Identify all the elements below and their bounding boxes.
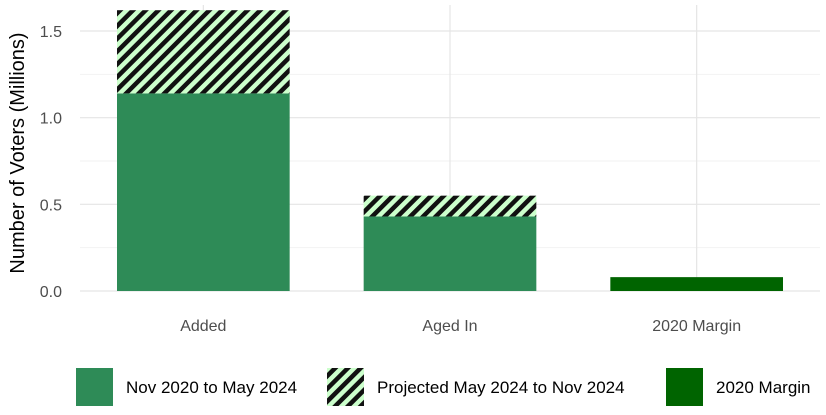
legend-key	[76, 368, 113, 406]
x-tick-label: Added	[180, 318, 226, 335]
bars	[117, 10, 783, 292]
y-tick-label: 1.5	[40, 24, 62, 41]
y-tick-label: 0.0	[40, 284, 62, 301]
x-tick-label: 2020 Margin	[652, 318, 741, 335]
legend-label: Nov 2020 to May 2024	[126, 378, 297, 397]
bar-2020-margin-series-2	[610, 277, 783, 291]
y-tick-labels: 0.0 0.5 1.0 1.5	[40, 24, 62, 301]
bar-aged-in-series-0	[363, 216, 537, 291]
y-axis-title: Number of Voters (Millions)	[7, 32, 29, 273]
legend-key	[327, 368, 364, 406]
legend-key	[666, 368, 703, 406]
bar-added-series-0	[117, 93, 290, 292]
legend: Nov 2020 to May 2024 Projected May 2024 t…	[76, 368, 811, 406]
legend-label: Projected May 2024 to Nov 2024	[377, 378, 625, 397]
legend-label: 2020 Margin	[716, 378, 811, 397]
x-tick-labels: Added Aged In 2020 Margin	[180, 318, 741, 335]
bar-added-series-1	[117, 10, 290, 94]
x-tick-label: Aged In	[422, 318, 477, 335]
y-tick-label: 0.5	[40, 197, 62, 214]
bar-aged-in-series-1	[363, 195, 537, 217]
y-tick-label: 1.0	[40, 111, 62, 128]
